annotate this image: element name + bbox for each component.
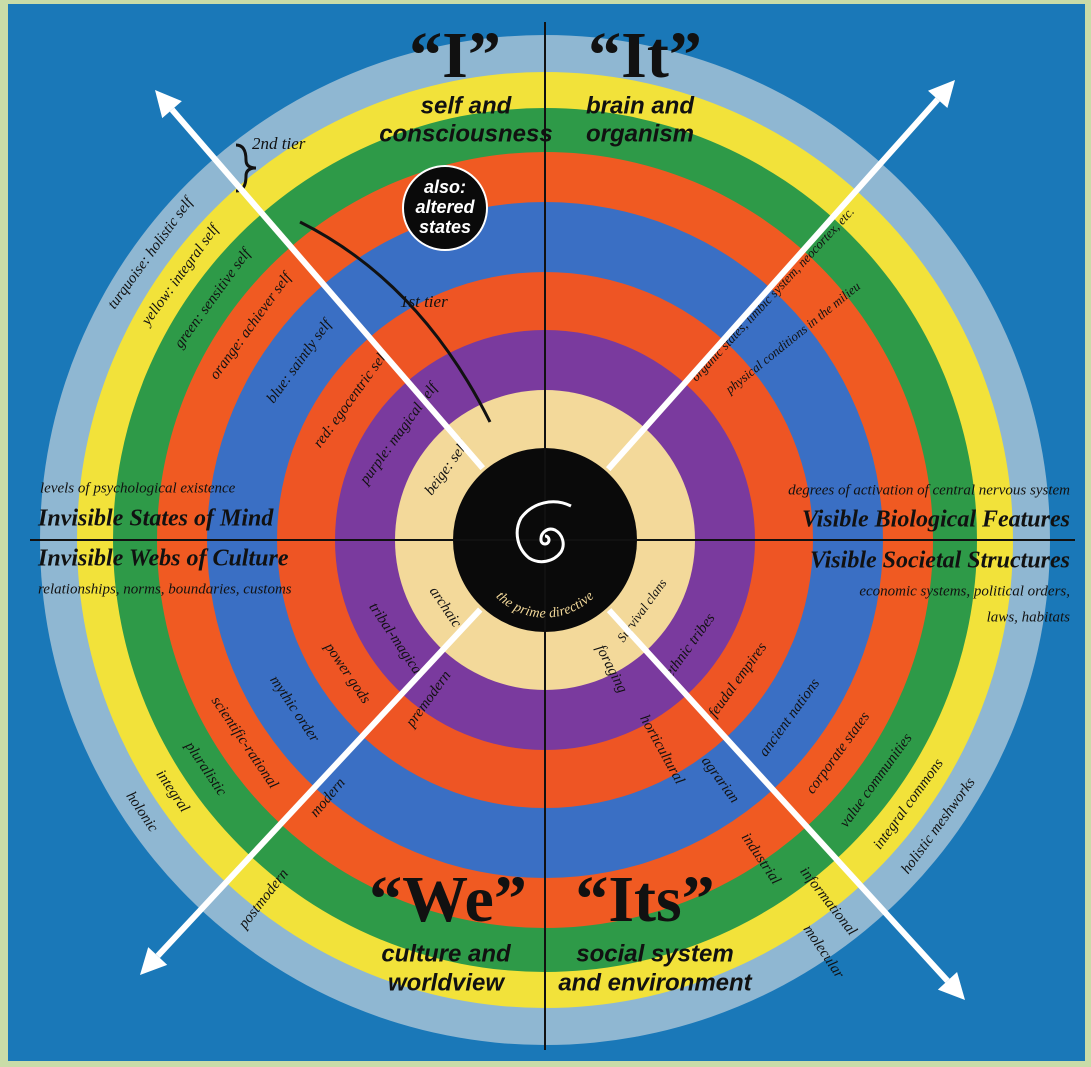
badge-circle — [402, 165, 488, 251]
arrow-head — [155, 90, 182, 119]
badge-text: states — [419, 217, 471, 237]
arrows — [140, 80, 965, 1000]
badge-text: altered — [415, 197, 475, 217]
brace — [299, 220, 492, 423]
axis-note: laws, habitats — [987, 609, 1071, 625]
axis-title: Invisible States of Mind — [37, 506, 274, 532]
quadrant-title: “It” — [588, 19, 702, 92]
quadrant-caption: self and — [421, 92, 513, 119]
axis-title: Invisible Webs of Culture — [37, 546, 289, 572]
spiral — [515, 500, 572, 564]
axis-title: Visible Biological Features — [802, 507, 1070, 533]
arrow-head — [937, 972, 965, 1000]
quadrant-title: “We” — [369, 863, 527, 936]
quadrant-caption: brain and — [586, 92, 695, 119]
tier-label: 2nd tier — [252, 134, 306, 153]
axis-note: relationships, norms, boundaries, custom… — [38, 581, 292, 597]
quadrant-caption: and environment — [558, 969, 752, 996]
arrow-shaft — [155, 607, 483, 959]
badge-text: also: — [424, 177, 466, 197]
axis-title: Visible Societal Structures — [810, 548, 1070, 574]
quadrant-title: “I” — [409, 19, 501, 92]
quadrant-caption: organism — [586, 120, 694, 147]
axis-note: economic systems, political orders, — [859, 583, 1070, 599]
arrow-shaft — [605, 97, 940, 472]
quadrant-caption: worldview — [388, 969, 505, 996]
rings — [40, 35, 1050, 1045]
tier-label: 1st tier — [400, 292, 448, 311]
quadrant-caption: culture and — [381, 940, 512, 967]
arrow-head — [140, 947, 168, 975]
quadrant-title: “Its” — [575, 863, 714, 936]
quadrant-caption: social system — [576, 940, 733, 967]
brace — [235, 143, 257, 193]
badge: also: altered states — [402, 165, 488, 251]
arrow-shaft — [606, 608, 950, 983]
arrow-head — [927, 80, 955, 109]
axis-note: levels of psychological existence — [40, 480, 236, 496]
axis-note: degrees of activation of central nervous… — [788, 482, 1070, 498]
arrow-shaft — [169, 107, 486, 471]
quadrant-caption: consciousness — [379, 120, 552, 147]
